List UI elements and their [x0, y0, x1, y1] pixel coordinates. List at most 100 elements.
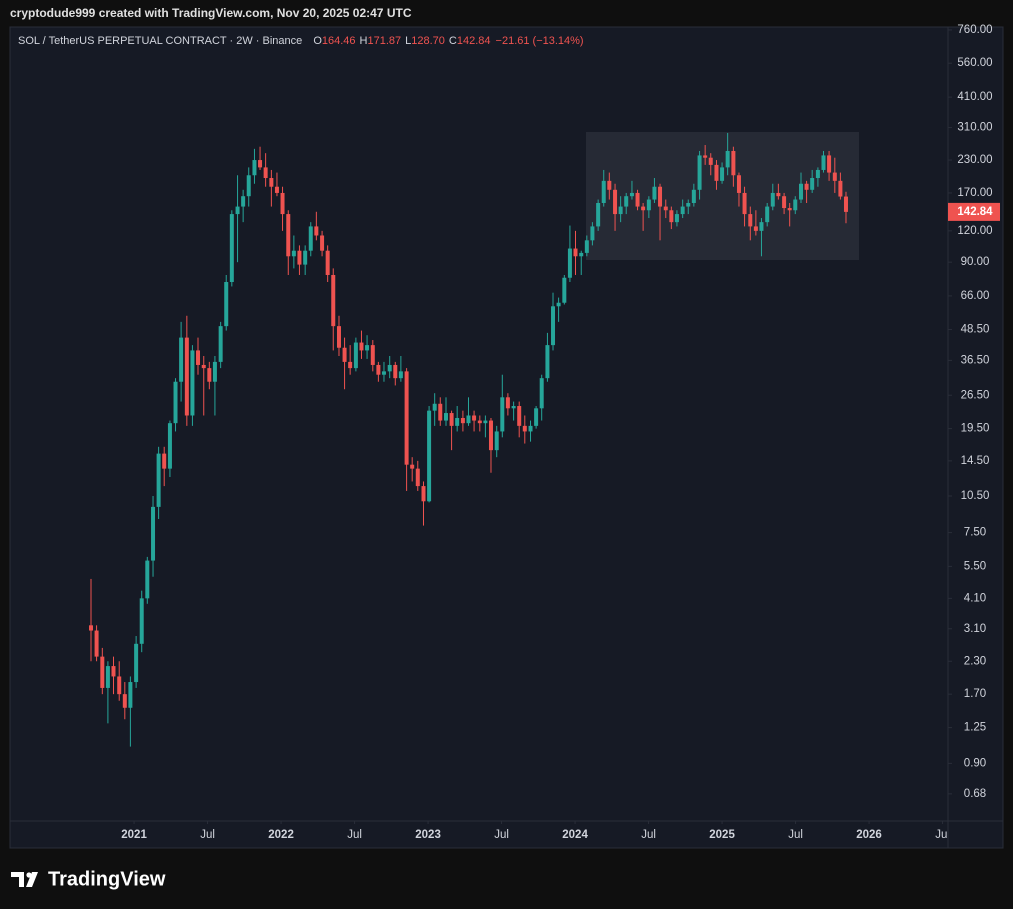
pane [9, 26, 1004, 849]
candle-body [246, 175, 251, 197]
y-tick-label: 410.00 [957, 91, 992, 103]
legend-value: 128.70 [411, 35, 445, 47]
legend-key: C [449, 35, 457, 47]
candle-body [629, 192, 634, 197]
candle-body [286, 214, 291, 257]
candle-body [173, 381, 178, 424]
candle-body [669, 210, 674, 223]
candle-body [635, 192, 640, 207]
candle-body [353, 342, 358, 369]
candle-body [567, 248, 572, 278]
candle-body [674, 214, 679, 223]
range-box [586, 132, 859, 260]
candles [88, 132, 848, 747]
candle-body [224, 282, 229, 327]
y-tick-label: 3.10 [964, 623, 986, 635]
candle-body [799, 183, 804, 200]
candle-body [731, 150, 736, 176]
candle-body [145, 560, 150, 599]
candle-body [280, 192, 285, 215]
candle-body [646, 199, 651, 211]
candle-body [573, 248, 578, 257]
candle-body [815, 169, 820, 179]
candle-body [212, 361, 217, 382]
candle-body [443, 413, 448, 421]
y-tick-label: 0.68 [964, 788, 986, 800]
candle-body [539, 378, 544, 409]
candle-body [438, 403, 443, 421]
candle-body [466, 415, 471, 424]
price-tag [948, 202, 1000, 221]
candle-body [105, 666, 110, 688]
x-tick-label: 2025 [709, 829, 735, 841]
candle-body [336, 326, 341, 348]
y-tick-label: 14.50 [961, 455, 990, 467]
candle-body [393, 364, 398, 379]
candle-body [134, 643, 139, 683]
x-tick-label: Jul [200, 829, 215, 841]
candle-body [725, 150, 730, 168]
candle-body [545, 345, 550, 379]
candle-body [111, 666, 116, 677]
candle-body [590, 226, 595, 241]
chart-title: SOL / TetherUS PERPETUAL CONTRACT · 2W ·… [18, 35, 302, 47]
candle-body [793, 199, 798, 211]
candle-body [511, 406, 516, 409]
x-tick-label: 2021 [121, 829, 147, 841]
candle-body [618, 206, 623, 215]
candle-body [410, 464, 415, 469]
candle-body [522, 425, 527, 432]
candle-body [714, 164, 719, 181]
candle-body [432, 403, 437, 411]
candle-body [804, 183, 809, 190]
candle-body [201, 364, 206, 369]
candle-body [517, 406, 522, 426]
candle-body [742, 192, 747, 215]
x-tick-label: 2023 [415, 829, 441, 841]
candle-body [162, 453, 167, 469]
candle-body [782, 196, 787, 209]
candle-body [303, 250, 308, 265]
candle-body [207, 368, 212, 382]
candle-body [584, 240, 589, 253]
candle-body [843, 196, 848, 212]
candle-body [601, 180, 606, 204]
candle-body [122, 694, 127, 708]
candle-body [348, 361, 353, 369]
candle-body [229, 214, 234, 283]
y-tick-label: 760.00 [957, 24, 992, 36]
candle-body [613, 189, 618, 215]
candle-body [759, 222, 764, 231]
candle-body [415, 468, 420, 487]
y-tick-label: 66.00 [961, 290, 990, 302]
y-tick-label: 560.00 [957, 57, 992, 69]
legend-change: −21.61 (−13.14%) [496, 35, 584, 47]
candle-body [691, 189, 696, 204]
candle-body [179, 337, 184, 382]
legend-key: O [313, 35, 322, 47]
legend-value: 164.46 [322, 35, 356, 47]
header: cryptodude999 created with TradingView.c… [10, 6, 412, 20]
y-tick-label: 310.00 [957, 122, 992, 134]
candle-body [387, 364, 392, 372]
candle-body [658, 186, 663, 207]
candle-body [167, 423, 172, 469]
candle-body [190, 350, 195, 416]
candle-body [196, 350, 201, 365]
legend-key: L [405, 35, 411, 47]
candle-body [139, 598, 144, 644]
candle-body [460, 417, 465, 424]
candle-body [398, 371, 403, 379]
candle-body [827, 155, 832, 173]
y-tick-label: 36.50 [961, 354, 990, 366]
y-tick-label: 7.50 [964, 527, 986, 539]
candle-body [320, 235, 325, 251]
candle-body [263, 167, 268, 179]
candle-body [258, 160, 263, 168]
candle-body [331, 274, 336, 327]
x-tick-label: Jul [347, 829, 362, 841]
candle-body [787, 208, 792, 211]
legend-value: 142.84 [457, 35, 491, 47]
candle-body [342, 347, 347, 362]
